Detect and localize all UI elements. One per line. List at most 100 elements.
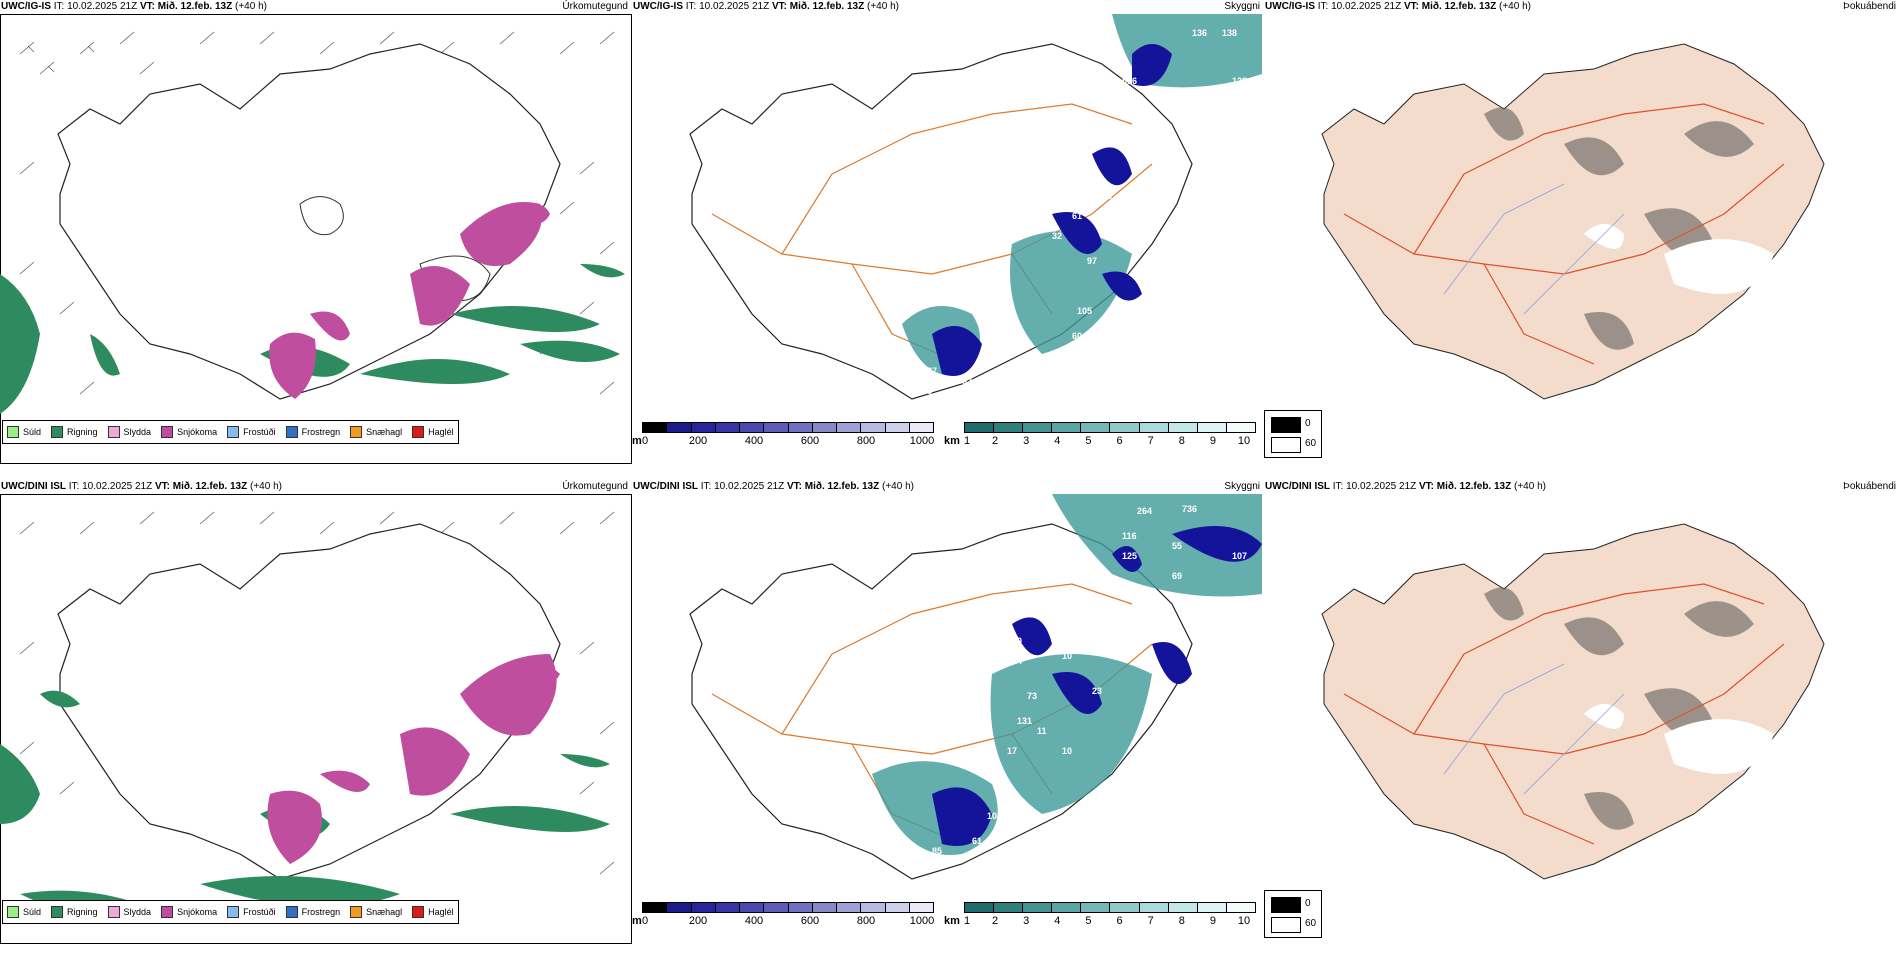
legend-swatch bbox=[412, 906, 425, 918]
fog-index-map bbox=[1321, 523, 1825, 880]
colorbar-tick: 1 bbox=[964, 915, 971, 927]
precip-legend: Súld Rigning Slydda Snjókoma Frostúði Frostre… bbox=[2, 900, 459, 924]
colorbar-segment bbox=[1110, 423, 1140, 432]
visibility-value-label: 65 bbox=[977, 356, 987, 366]
road-network bbox=[711, 103, 1153, 365]
precip-type-panel: UWC/DINI ISL IT: 10.02.2025 21Z VT: Mið.… bbox=[0, 480, 632, 955]
visibility-value-label: 102 bbox=[992, 336, 1007, 346]
visibility-value-label: 125 bbox=[1122, 551, 1137, 561]
visibility-unit: km bbox=[944, 435, 960, 447]
visibility-value-label: 60 bbox=[1072, 331, 1082, 341]
visibility-value-label: 10 bbox=[1062, 746, 1072, 756]
colorbar-segment bbox=[1052, 903, 1082, 912]
visibility-value-label: 105 bbox=[1077, 306, 1092, 316]
colorbar-segment bbox=[1197, 903, 1227, 912]
visibility-map: 136 138 128 516 99 97 13 66 61 32 97 158 53 105 60 50 10… bbox=[689, 14, 1262, 400]
forecast-row-ig-is: UWC/IG-IS IT: 10.02.2025 21Z VT: Mið. 12… bbox=[0, 0, 1900, 475]
ceiling-blue-areas bbox=[932, 44, 1172, 376]
visibility-value-label: 136 bbox=[1192, 28, 1207, 38]
legend-swatch bbox=[227, 426, 240, 438]
legend-label: Súld bbox=[23, 907, 42, 917]
ceiling-unit: m bbox=[632, 435, 642, 447]
visibility-value-label: 50 bbox=[957, 881, 967, 891]
colorbar-segment bbox=[994, 423, 1024, 432]
legend-swatch bbox=[227, 906, 240, 918]
precip-type-map bbox=[0, 511, 615, 912]
legend-item: Slydda bbox=[107, 906, 151, 918]
fog-legend: 0 60 bbox=[1264, 890, 1322, 938]
colorbar-segment bbox=[1226, 903, 1255, 912]
panel-title: Skyggni bbox=[1224, 1, 1260, 12]
colorbar-tick: 6 bbox=[1116, 435, 1123, 447]
colorbar-segment bbox=[1081, 903, 1111, 912]
fog-index-panel: UWC/DINI ISL IT: 10.02.2025 21Z VT: Mið.… bbox=[1264, 480, 1900, 955]
colorbar-segment bbox=[643, 423, 668, 432]
visibility-value-label: 66 bbox=[997, 791, 1007, 801]
visibility-value-label: 55 bbox=[1172, 541, 1182, 551]
legend-label: Frostúði bbox=[243, 427, 276, 437]
colorbar-segment bbox=[1081, 423, 1111, 432]
fog-legend-black-swatch bbox=[1271, 417, 1301, 433]
ceiling-unit: m bbox=[632, 915, 642, 927]
colorbar-tick: 3 bbox=[1023, 435, 1030, 447]
visibility-labels: 264 736 116 55 125 69 107 10 14 10 73 23 131 11 17 10 17… bbox=[912, 504, 1247, 891]
colorbar-tick: 4 bbox=[1054, 915, 1061, 927]
visibility-value-label: 149 bbox=[1172, 741, 1187, 751]
colorbar-tick: 7 bbox=[1147, 435, 1154, 447]
legend-swatch bbox=[161, 426, 174, 438]
fog-legend-low: 0 bbox=[1305, 898, 1311, 909]
colorbar-segment bbox=[740, 903, 765, 912]
visibility-labels: 136 138 128 516 99 97 13 66 61 32 97 158 53 105 60 50 10… bbox=[922, 28, 1247, 396]
legend-label: Haglél bbox=[428, 427, 454, 437]
snow-areas bbox=[267, 654, 560, 864]
colorbar-segment bbox=[1168, 903, 1198, 912]
colorbar-tick: 10 bbox=[1237, 435, 1251, 447]
colorbar-tick: 10 bbox=[1237, 915, 1251, 927]
visibility-value-label: 11 bbox=[1037, 726, 1047, 736]
colorbar-tick: 600 bbox=[800, 435, 820, 447]
colorbar-tick: 3 bbox=[1023, 915, 1030, 927]
visibility-value-label: 66 bbox=[1192, 186, 1202, 196]
colorbar-tick: 8 bbox=[1178, 915, 1185, 927]
fog-index-panel: UWC/IG-IS IT: 10.02.2025 21Z VT: Mið. 12… bbox=[1264, 0, 1900, 475]
colorbar-tick: 2 bbox=[992, 915, 999, 927]
colorbar-tick: 0 bbox=[642, 435, 649, 447]
panel-header: UWC/DINI ISL IT: 10.02.2025 21Z VT: Mið.… bbox=[1, 481, 282, 492]
legend-item: Haglél bbox=[412, 426, 454, 438]
colorbar-segment bbox=[691, 423, 716, 432]
fog-legend: 0 60 bbox=[1264, 410, 1322, 458]
colorbar-tick: 6 bbox=[1116, 915, 1123, 927]
colorbar-segment bbox=[861, 903, 886, 912]
colorbar-segment bbox=[764, 423, 789, 432]
colorbar-segment bbox=[667, 423, 692, 432]
colorbar-tick: 5 bbox=[1085, 915, 1092, 927]
visibility-value-label: 14 bbox=[1012, 656, 1022, 666]
panel-title: Úrkomutegund bbox=[562, 1, 628, 12]
colorbar-segment bbox=[837, 903, 862, 912]
legend-label: Frostregn bbox=[301, 427, 341, 437]
ceiling-colorbar: m 0 200 400 600 800 1000 bbox=[632, 902, 934, 928]
colorbar-segment bbox=[764, 903, 789, 912]
colorbar-tick: 5 bbox=[1085, 435, 1092, 447]
legend-swatch bbox=[285, 906, 298, 918]
colorbar-tick: 1 bbox=[964, 435, 971, 447]
visibility-value-label: 10 bbox=[987, 811, 997, 821]
colorbar-segment bbox=[909, 903, 933, 912]
colorbar-tick: 9 bbox=[1209, 435, 1216, 447]
ceiling-colorbar: m 0 200 400 600 800 1000 bbox=[632, 422, 934, 448]
legend-label: Rigning bbox=[67, 907, 98, 917]
colorbar-segment bbox=[1168, 423, 1198, 432]
precip-type-map bbox=[0, 31, 625, 414]
colorbar-segment bbox=[909, 423, 933, 432]
legend-swatch bbox=[161, 906, 174, 918]
visibility-value-label: 172 bbox=[1167, 716, 1182, 726]
legend-item: Súld bbox=[7, 906, 41, 918]
legend-label: Frostregn bbox=[301, 907, 341, 917]
fog-index-map bbox=[1321, 43, 1825, 400]
colorbar-segment bbox=[691, 903, 716, 912]
colorbar-tick: 400 bbox=[744, 435, 764, 447]
colorbar-segment bbox=[788, 423, 813, 432]
colorbar-tick: 0 bbox=[642, 915, 649, 927]
colorbar-segment bbox=[812, 903, 837, 912]
panel-title: Skyggni bbox=[1224, 481, 1260, 492]
